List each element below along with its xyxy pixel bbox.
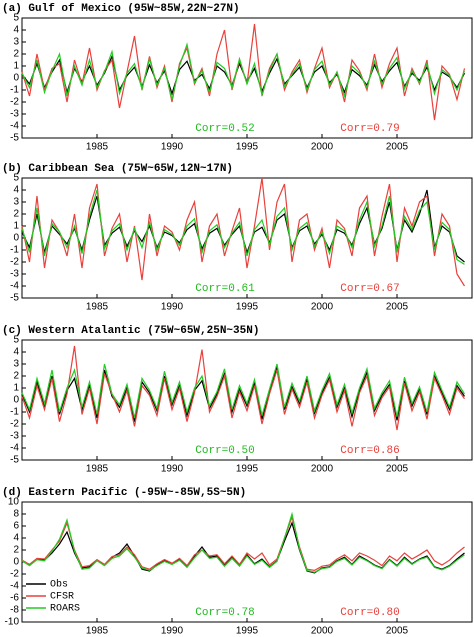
y-tick-label: -2: [10, 257, 19, 268]
legend-label: CFSR: [50, 592, 74, 603]
y-tick-label: -4: [10, 121, 19, 132]
panel-title: (b) Caribbean Sea (75W~65W,12N~17N): [2, 163, 233, 175]
y-tick-label: 3: [13, 359, 19, 370]
y-tick-label: 2: [13, 49, 19, 60]
series-line: [21, 514, 465, 572]
legend-label: ROARS: [50, 604, 80, 615]
y-tick-label: 10: [8, 497, 20, 508]
y-tick-label: -10: [5, 617, 20, 628]
y-tick-label: -5: [10, 293, 19, 304]
x-tick-label: 1990: [161, 464, 184, 475]
x-tick-label: 2005: [386, 302, 409, 313]
series-line: [21, 363, 466, 419]
panel-title: (a) Gulf of Mexico (95W~85W,22N~27N): [2, 3, 240, 15]
y-tick-label: -3: [10, 109, 19, 120]
series-line: [21, 177, 466, 287]
y-tick-label: 5: [13, 335, 19, 346]
x-tick-label: 1995: [236, 626, 259, 637]
x-tick-label: 1985: [86, 626, 109, 637]
y-tick-label: -1: [10, 407, 19, 418]
y-tick-label: 5: [13, 13, 19, 24]
x-tick-label: 1985: [86, 142, 109, 153]
y-tick-label: -2: [10, 569, 19, 580]
x-tick-label: 2000: [311, 464, 334, 475]
x-tick-label: 1990: [161, 142, 184, 153]
y-tick-label: -5: [10, 133, 19, 144]
y-tick-label: 0: [13, 395, 19, 406]
corr-annotation: Corr=0.50: [195, 445, 254, 457]
plot-frame: [21, 177, 473, 299]
x-tick-label: 2005: [386, 464, 409, 475]
y-tick-label: -2: [10, 97, 19, 108]
series-line: [21, 189, 465, 265]
series-line: [21, 366, 465, 422]
x-tick-label: 1990: [161, 302, 184, 313]
plot-frame: [21, 501, 473, 623]
y-tick-label: 3: [13, 197, 19, 208]
y-tick-label: -8: [10, 605, 19, 616]
x-tick-label: 1995: [236, 464, 259, 475]
panel-title: (d) Eastern Pacific (-95W~-85W,5S~5N): [2, 487, 246, 499]
y-tick-label: -3: [10, 269, 19, 280]
plot-frame: [21, 339, 473, 461]
corr-annotation: Corr=0.52: [195, 123, 254, 135]
legend-label: Obs: [50, 579, 68, 591]
y-tick-label: 2: [13, 545, 19, 556]
corr-annotation: Corr=0.78: [195, 607, 254, 619]
x-tick-label: 1985: [86, 302, 109, 313]
y-tick-label: 1: [13, 221, 19, 232]
y-tick-label: -4: [10, 281, 19, 292]
x-tick-label: 1990: [161, 626, 184, 637]
y-tick-label: -2: [10, 419, 19, 430]
series-line: [21, 345, 465, 431]
x-tick-label: 2000: [311, 626, 334, 637]
y-tick-label: 4: [13, 25, 19, 36]
y-tick-label: -4: [10, 581, 19, 592]
series-line: [21, 42, 466, 100]
x-tick-label: 2000: [311, 302, 334, 313]
plot-frame: [21, 17, 473, 139]
y-tick-label: 1: [13, 61, 19, 72]
corr-annotation: Corr=0.80: [340, 607, 399, 619]
y-tick-label: 4: [13, 347, 19, 358]
y-tick-label: 8: [13, 509, 19, 520]
x-tick-label: 2000: [311, 142, 334, 153]
panel-title: (c) Western Atalantic (75W~65W,25N~35N): [2, 325, 259, 337]
x-tick-label: 1985: [86, 464, 109, 475]
x-tick-label: 1995: [236, 302, 259, 313]
corr-annotation: Corr=0.67: [340, 283, 399, 295]
y-tick-label: 2: [13, 209, 19, 220]
x-tick-label: 2005: [386, 142, 409, 153]
y-tick-label: 1: [13, 383, 19, 394]
y-tick-label: 4: [13, 185, 19, 196]
y-tick-label: -5: [10, 455, 19, 466]
y-tick-label: 4: [13, 533, 19, 544]
y-tick-label: -6: [10, 593, 19, 604]
y-tick-label: -4: [10, 443, 19, 454]
y-tick-label: -3: [10, 431, 19, 442]
y-tick-label: 0: [13, 73, 19, 84]
corr-annotation: Corr=0.79: [340, 123, 399, 135]
corr-annotation: Corr=0.61: [195, 283, 255, 295]
x-tick-label: 2005: [386, 626, 409, 637]
series-line: [21, 511, 465, 573]
y-tick-label: -1: [10, 85, 19, 96]
x-tick-label: 1995: [236, 142, 259, 153]
y-tick-label: 6: [13, 521, 19, 532]
y-tick-label: 0: [13, 233, 19, 244]
y-tick-label: 0: [13, 557, 19, 568]
y-tick-label: -1: [10, 245, 19, 256]
y-tick-label: 3: [13, 37, 19, 48]
y-tick-label: 5: [13, 173, 19, 184]
corr-annotation: Corr=0.86: [340, 445, 399, 457]
y-tick-label: 2: [13, 371, 19, 382]
